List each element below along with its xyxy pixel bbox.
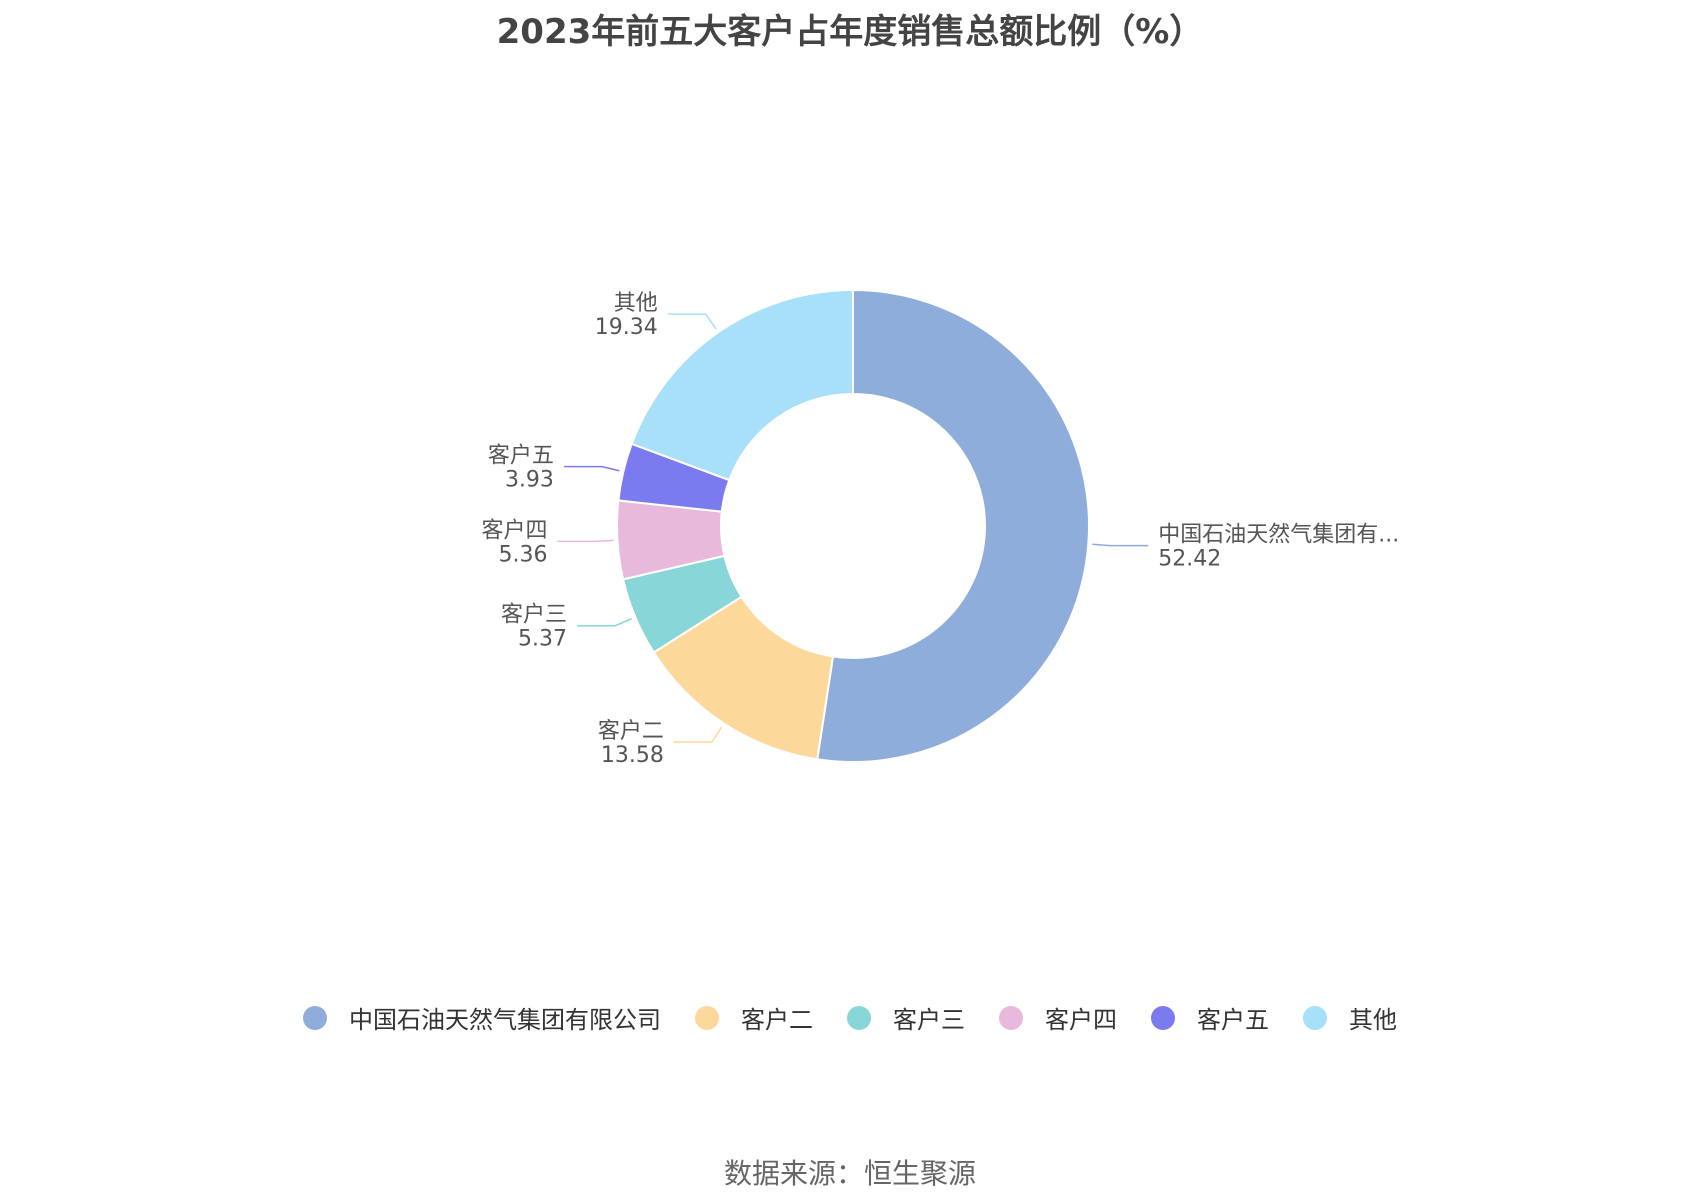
slice-value-label: 52.42 <box>1158 547 1221 572</box>
leader-line <box>1092 543 1149 547</box>
data-source: 数据来源：恒生聚源 <box>723 1157 976 1190</box>
legend-label: 其他 <box>1349 1006 1397 1034</box>
legend-swatch <box>999 1005 1023 1030</box>
legend-item[interactable]: 中国石油天然气集团有限公司 <box>303 1000 661 1035</box>
slice-category-label: 客户三 <box>501 603 567 628</box>
slice-category-label: 中国石油天然气集团有... <box>1158 523 1399 548</box>
slice-value-label: 3.93 <box>505 468 554 493</box>
legend-item[interactable]: 其他 <box>1303 1000 1397 1035</box>
leader-line <box>563 465 620 472</box>
slice-category-label: 客户四 <box>481 518 547 543</box>
legend-label: 客户二 <box>741 1006 813 1034</box>
slice-category-label: 客户五 <box>488 444 554 469</box>
slice-value-label: 19.34 <box>595 315 658 340</box>
leader-line <box>557 539 614 543</box>
legend-label: 客户四 <box>1045 1006 1117 1034</box>
legend-label: 客户三 <box>893 1006 965 1034</box>
chart-title: 2023年前五大客户占年度销售总额比例（%） <box>496 12 1204 52</box>
legend-swatch <box>847 1005 871 1030</box>
legend-item[interactable]: 客户二 <box>695 1000 813 1035</box>
legend-item[interactable]: 客户三 <box>847 1000 965 1035</box>
slice-value-label: 5.36 <box>498 542 547 567</box>
leader-line <box>673 726 723 743</box>
pie-slice[interactable] <box>630 288 854 482</box>
legend: 中国石油天然气集团有限公司 客户二 客户三 客户四 客户五 其他 <box>0 1000 1700 1035</box>
slice-category-label: 客户二 <box>598 719 664 744</box>
leader-line <box>667 313 717 330</box>
legend-item[interactable]: 客户五 <box>1151 1000 1269 1035</box>
pie-slice[interactable] <box>816 288 1090 763</box>
legend-swatch <box>695 1005 719 1030</box>
slice-value-label: 13.58 <box>601 743 664 768</box>
legend-swatch <box>303 1005 327 1030</box>
legend-item[interactable]: 客户四 <box>999 1000 1117 1035</box>
slice-category-label: 其他 <box>614 291 658 316</box>
slice-value-label: 5.37 <box>518 627 567 652</box>
legend-label: 中国石油天然气集团有限公司 <box>349 1006 661 1034</box>
legend-label: 客户五 <box>1197 1006 1269 1034</box>
leader-line <box>577 618 632 627</box>
legend-swatch <box>1303 1005 1327 1030</box>
legend-swatch <box>1151 1005 1175 1030</box>
